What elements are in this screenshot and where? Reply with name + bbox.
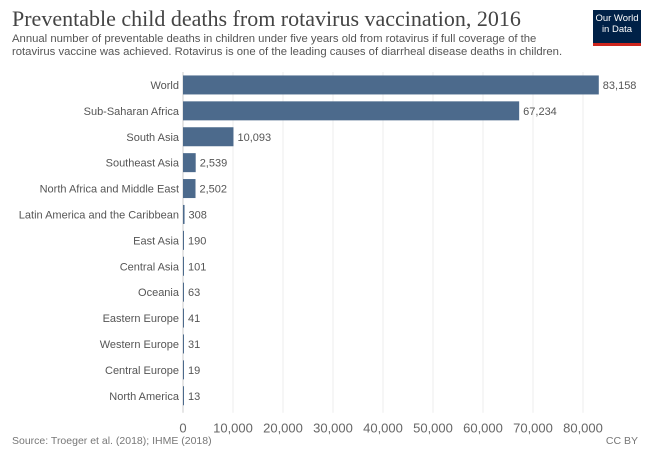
value-label: 13 — [188, 391, 200, 403]
category-label: South Asia — [126, 132, 179, 144]
category-label: Latin America and the Caribbean — [19, 209, 179, 221]
bar — [183, 282, 184, 302]
value-label: 83,158 — [603, 80, 637, 92]
bar — [183, 75, 599, 95]
category-label: Oceania — [138, 287, 180, 299]
value-label: 63 — [188, 287, 200, 299]
x-tick-label: 50,000 — [413, 421, 453, 436]
bar — [183, 386, 184, 406]
bar — [183, 230, 184, 250]
category-label: Eastern Europe — [103, 313, 179, 325]
value-label: 101 — [188, 261, 206, 273]
value-label: 2,539 — [200, 158, 228, 170]
bar — [183, 360, 184, 380]
bar — [183, 101, 520, 121]
category-label: Western Europe — [100, 339, 179, 351]
bar — [183, 308, 184, 328]
x-tick-label: 0 — [179, 421, 186, 436]
category-label: North Africa and Middle East — [40, 184, 179, 196]
owid-logo[interactable]: Our World in Data — [593, 10, 641, 46]
value-label: 2,502 — [200, 184, 228, 196]
bar — [183, 127, 234, 147]
license-label[interactable]: CC BY — [605, 435, 638, 447]
chart-title: Preventable child deaths from rotavirus … — [12, 6, 521, 31]
category-label: East Asia — [133, 235, 180, 247]
x-tick-label: 30,000 — [313, 421, 353, 436]
bar — [183, 204, 185, 224]
x-tick-label: 80,000 — [563, 421, 603, 436]
logo-line-1: Our World — [595, 13, 639, 24]
x-tick-label: 40,000 — [363, 421, 403, 436]
x-tick-label: 20,000 — [263, 421, 303, 436]
bar — [183, 179, 196, 199]
x-tick-label: 70,000 — [513, 421, 553, 436]
category-label: Central Europe — [105, 365, 179, 377]
x-tick-label: 10,000 — [213, 421, 253, 436]
value-label: 190 — [188, 235, 206, 247]
logo-line-2: in Data — [601, 24, 633, 35]
value-label: 31 — [188, 339, 200, 351]
value-label: 67,234 — [523, 106, 557, 118]
category-label: World — [150, 80, 179, 92]
category-label: North America — [109, 391, 180, 403]
value-label: 10,093 — [237, 132, 271, 144]
x-tick-label: 60,000 — [463, 421, 503, 436]
bar — [183, 153, 196, 173]
category-label: Central Asia — [120, 261, 180, 273]
value-label: 41 — [188, 313, 200, 325]
category-label: Sub-Saharan Africa — [84, 106, 180, 118]
bar — [183, 334, 184, 354]
source-note[interactable]: Source: Troeger et al. (2018); IHME (201… — [12, 435, 212, 447]
bar — [183, 256, 184, 276]
value-label: 19 — [188, 365, 200, 377]
category-label: Southeast Asia — [106, 158, 180, 170]
value-label: 308 — [189, 209, 207, 221]
chart-subtitle: Annual number of preventable deaths in c… — [12, 33, 563, 58]
